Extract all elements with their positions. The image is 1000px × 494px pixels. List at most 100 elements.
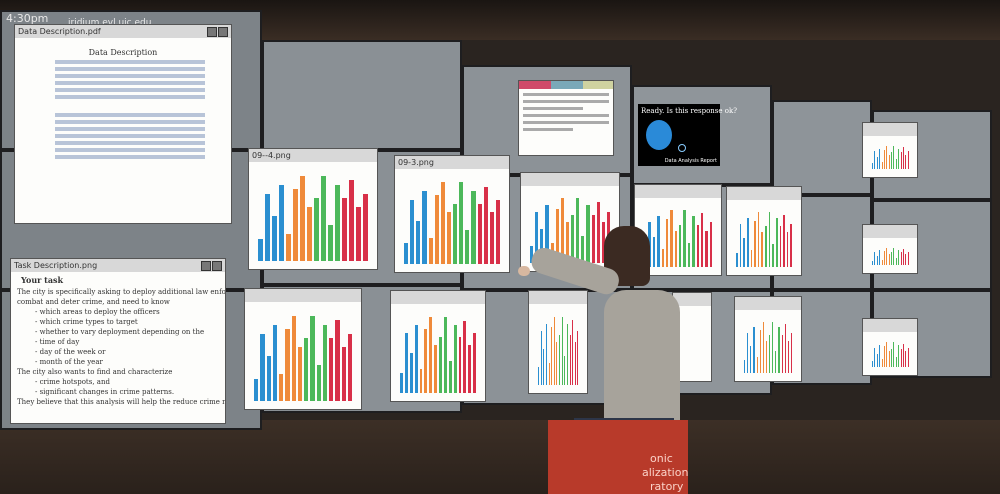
bar-chart [403,178,501,264]
window-titlebar[interactable]: 09-3.png [395,156,509,169]
task-line: - crime hotspots, and [35,378,110,386]
floor [0,420,1000,494]
chart-bar [545,323,547,385]
close-icon[interactable] [212,261,222,271]
chart-bar [414,325,418,393]
chart-bar [747,332,749,373]
chart-window[interactable] [726,186,802,276]
chart-bar [744,359,746,373]
task-line: - whether to vary deployment depending o… [35,328,205,336]
chart-bar [670,210,673,267]
chart-bar [560,198,564,263]
bar-chart [681,315,703,373]
window-titlebar[interactable] [391,291,485,304]
chart-bar [750,346,752,373]
tab[interactable] [519,81,551,89]
window-titlebar[interactable]: Task Description.png [11,259,225,272]
window-titlebar[interactable] [863,319,917,332]
task-line: - which areas to deploy the officers [35,308,160,316]
chart-bar [260,333,265,401]
maximize-icon[interactable] [207,27,217,37]
window-titlebar[interactable] [863,225,917,238]
chart-bar [753,327,755,373]
chart-bar [736,252,738,267]
chart-window[interactable] [862,224,918,274]
window-titlebar[interactable] [521,173,619,186]
chart-bar [443,317,447,393]
window-title: Task Description.png [14,261,98,270]
chart-bar [679,225,682,267]
chart-bar [434,195,439,264]
doc-table-row [55,113,205,117]
window-titlebar[interactable] [863,123,917,136]
window-titlebar[interactable]: Data Description.pdf [15,25,231,38]
notes-window[interactable] [518,80,614,156]
chart-bar [540,229,544,263]
chart-bar [419,369,423,393]
chart-bar [347,333,352,401]
chart-bar [310,315,315,401]
window-title: 09-3.png [398,158,434,167]
sign-text-1: onic [650,452,673,465]
window-titlebar[interactable] [245,289,361,302]
chart-window[interactable] [244,288,362,410]
chart-bar [759,329,761,373]
chart-bar [577,331,578,385]
window-titlebar[interactable] [635,185,721,198]
chart-bar [341,347,346,401]
chart-bar [705,231,708,267]
window-title: Data Description.pdf [18,27,101,36]
chart-bar [555,208,559,263]
chart-window[interactable] [862,122,918,178]
window-titlebar[interactable] [673,293,711,306]
chart-window[interactable]: 09--4.png [248,148,378,270]
chart-bar [769,335,771,373]
chart-bar [709,222,712,267]
dialog-window[interactable]: Ready. Is this response ok? Data Analysi… [638,104,737,166]
chart-window[interactable] [862,318,918,376]
chart-bar [272,216,277,261]
maximize-icon[interactable] [201,261,211,271]
chart-bar [790,332,792,373]
chart-window[interactable]: 09-3.png [394,155,510,273]
chart-window[interactable] [390,290,486,402]
chart-window[interactable] [528,290,588,394]
chart-bar [545,205,549,263]
chart-bar [576,198,580,263]
chart-bar [321,175,326,261]
tab[interactable] [551,81,583,89]
chart-bar [581,235,585,263]
window-titlebar[interactable] [727,187,801,200]
chart-bar [434,345,437,393]
chart-bar [416,221,421,264]
chart-bar [404,333,408,393]
chart-bar [765,340,767,373]
window-titlebar[interactable] [529,291,587,304]
task-line: They believe that this analysis will hel… [17,398,226,406]
chart-bar [692,216,695,267]
chart-window[interactable] [734,296,802,382]
doc-table-row [55,95,205,99]
chart-bar [586,205,590,263]
notes-line [523,114,609,117]
data-description-window[interactable]: Data Description.pdf Data Description [14,24,232,224]
doc-table-row [55,127,205,131]
window-titlebar[interactable]: 09--4.png [249,149,377,162]
chart-bar [495,199,500,264]
tab[interactable] [583,81,613,89]
window-titlebar[interactable] [735,297,801,310]
chart-bar [787,340,789,373]
clock-label: 4:30pm [6,12,49,25]
chart-bar [483,186,488,264]
notes-line [523,121,609,124]
close-icon[interactable] [218,27,228,37]
chart-bar [775,217,778,267]
doc-table-row [55,141,205,145]
chart-bar [410,199,415,264]
chart-bar [775,351,777,373]
chart-bar [440,182,445,264]
chart-bar [779,226,782,267]
task-description-window[interactable]: Task Description.png Your task The city … [10,258,226,424]
chart-bar [551,327,552,385]
chart-bar [335,184,340,261]
